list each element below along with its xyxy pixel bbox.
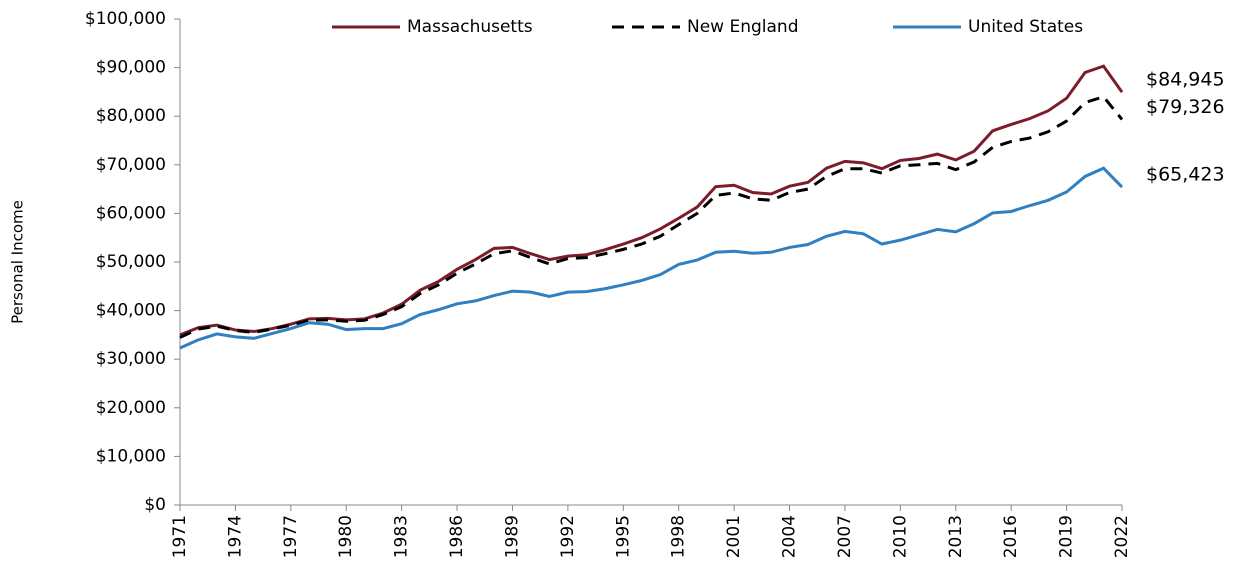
legend-label: United States <box>968 17 1083 37</box>
y-axis-label: Personal Income <box>9 200 27 324</box>
x-tick-label: 1992 <box>558 515 578 558</box>
x-tick-label: 2022 <box>1112 515 1132 558</box>
y-tick-label: $40,000 <box>96 301 166 321</box>
end-label: $65,423 <box>1146 164 1225 186</box>
series-line <box>179 166 1124 350</box>
x-tick-label: 1995 <box>613 515 633 558</box>
x-tick-label: 1998 <box>669 515 689 558</box>
legend-label: Massachusetts <box>407 17 533 37</box>
y-tick-label: $50,000 <box>96 252 166 272</box>
y-tick-label: $60,000 <box>96 203 166 223</box>
x-tick-label: 1980 <box>336 515 356 558</box>
x-tick-label: 2007 <box>835 515 855 558</box>
y-tick-label: $90,000 <box>96 58 166 78</box>
legend-label: New England <box>687 17 799 37</box>
x-tick-label: 1974 <box>225 515 245 558</box>
x-tick-label: 2016 <box>1001 515 1021 558</box>
y-tick-label: $100,000 <box>85 9 166 29</box>
x-tick-label: 2004 <box>780 515 800 558</box>
x-tick-label: 2013 <box>946 515 966 558</box>
y-tick-label: $20,000 <box>96 398 166 418</box>
end-label: $79,326 <box>1146 96 1225 118</box>
y-tick-label: $30,000 <box>96 349 166 369</box>
x-tick-label: 2001 <box>724 515 744 558</box>
y-tick-label: $80,000 <box>96 106 166 126</box>
x-tick-label: 2019 <box>1057 515 1077 558</box>
y-tick-label: $0 <box>144 495 166 515</box>
x-tick-label: 1971 <box>170 515 190 558</box>
x-tick-label: 1986 <box>447 515 467 558</box>
x-tick-label: 1983 <box>392 515 412 558</box>
end-label: $84,945 <box>1146 69 1225 91</box>
x-tick-label: 2010 <box>890 515 910 558</box>
series-line <box>179 95 1124 339</box>
series-line <box>179 64 1124 337</box>
y-tick-label: $70,000 <box>96 155 166 175</box>
x-tick-label: 1977 <box>281 515 301 558</box>
x-tick-label: 1989 <box>502 515 522 558</box>
y-tick-label: $10,000 <box>96 446 166 466</box>
